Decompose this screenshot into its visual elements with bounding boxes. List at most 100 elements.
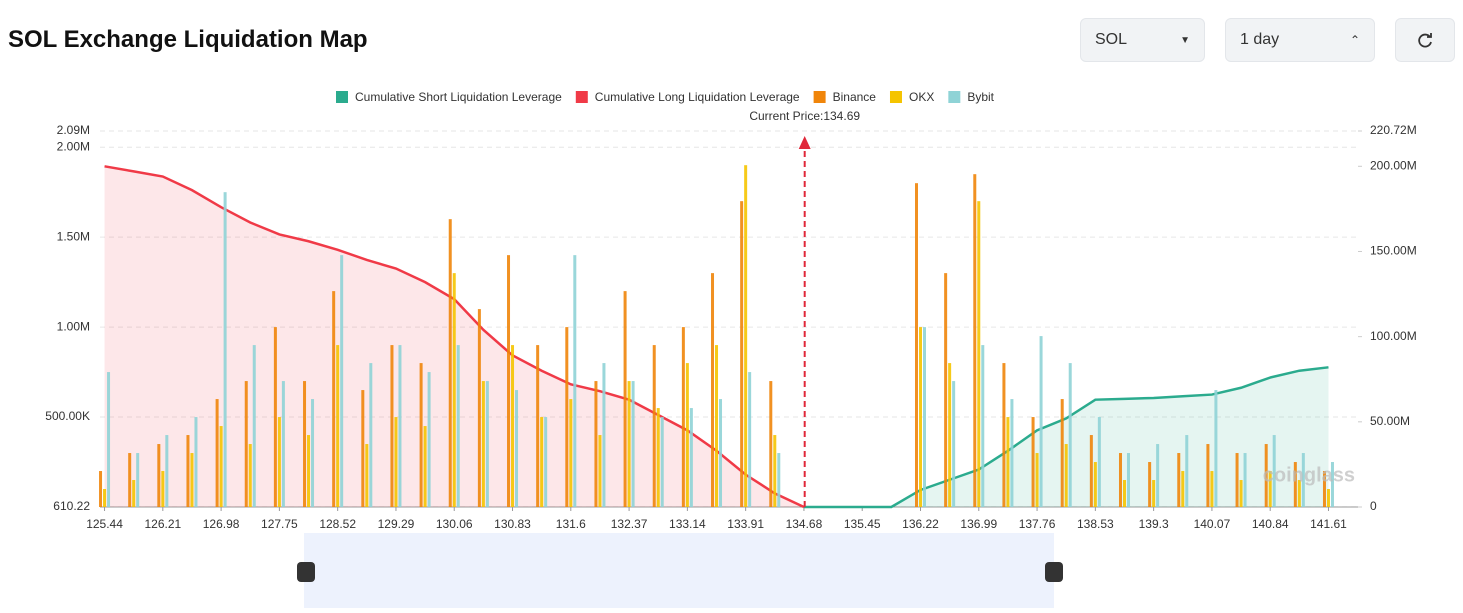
bar [631,381,635,507]
bar [1122,480,1126,507]
bar [1006,417,1010,507]
bar [307,435,311,507]
bar [515,390,519,507]
bar [1235,453,1239,507]
bar [544,417,548,507]
bar [623,291,627,507]
x-tick-label: 141.61 [1310,517,1347,531]
x-tick-label: 137.76 [1019,517,1056,531]
refresh-icon [1418,33,1432,48]
bar [1148,462,1152,507]
y2-tick-label: 200.00M [1370,158,1417,172]
bar [277,417,281,507]
bar [452,273,456,507]
bar [244,381,248,507]
legend-label: OKX [909,90,934,104]
bar [248,444,252,507]
bar [1268,471,1272,507]
x-tick-label: 133.91 [727,517,764,531]
watermark: coinglass [1263,464,1355,486]
bar [748,372,752,507]
bar [1118,453,1122,507]
y2-tick-label: 220.72M [1370,123,1417,137]
legend-label: Cumulative Long Liquidation Leverage [595,90,800,104]
x-tick-label: 132.37 [611,517,648,531]
bar [1068,363,1072,507]
bar [369,363,373,507]
bar [1214,390,1218,507]
refresh-button[interactable] [1395,18,1455,62]
bar [361,390,365,507]
bar [1181,471,1185,507]
bar [660,417,664,507]
bar [598,435,602,507]
bar [740,201,744,508]
bar [685,363,689,507]
bar [981,345,985,507]
bar [715,345,719,507]
bar [281,381,285,507]
symbol-select[interactable]: SOL ▼ [1080,18,1205,62]
x-tick-label: 130.06 [436,517,473,531]
bar [190,453,194,507]
bar [944,273,948,507]
bar [689,408,693,507]
bar [681,327,685,507]
x-tick-label: 126.21 [144,517,181,531]
area [104,166,804,507]
range-value: 1 day [1240,31,1280,48]
bar [223,192,227,507]
bar [390,345,394,507]
caret: ⌃ [1349,33,1360,47]
bar [1272,435,1276,507]
bar [952,381,956,507]
zoom-handle[interactable] [1045,562,1063,582]
bar [157,444,161,507]
y-tick-label: 500.00K [45,409,90,423]
bar [915,183,919,507]
legend-swatch [575,91,588,103]
bar [919,327,923,507]
y-tick-label: 610.22 [53,499,90,513]
bar [769,381,773,507]
bar [1322,471,1326,507]
symbol-value: SOL [1095,31,1128,48]
bar [1097,417,1101,507]
current-price-label: Current Price:134.69 [749,109,860,123]
legend-swatch [889,91,902,103]
line [104,165,805,509]
bar [1156,444,1160,507]
bar [365,444,369,507]
x-tick-label: 136.22 [902,517,939,531]
x-tick-label: 136.99 [960,517,997,531]
bar [1301,453,1305,507]
bar [194,417,198,507]
bar [128,453,132,507]
y2-tick-label: 50.00M [1370,414,1410,428]
bar [456,345,460,507]
bar [540,417,544,507]
bar [215,399,219,507]
range-select[interactable]: 1 day ⌃ [1225,18,1375,62]
bar [1185,435,1189,507]
bar [1031,417,1035,507]
x-tick-label: 134.68 [786,517,823,531]
x-tick-label: 131.6 [556,517,586,531]
legend-label: Cumulative Short Liquidation Leverage [355,90,562,104]
legend-swatch [813,91,826,103]
bar [594,381,598,507]
bar [1126,453,1130,507]
caret: ▼ [1180,34,1190,46]
bar [477,309,481,507]
x-tick-label: 130.83 [494,517,531,531]
page-title: SOL Exchange Liquidation Map [8,26,368,53]
bar [332,291,336,507]
zoom-handle[interactable] [297,562,315,582]
bar [273,327,277,507]
bar [1264,444,1268,507]
bar [627,381,631,507]
bar [186,435,190,507]
x-tick-label: 135.45 [844,517,881,531]
